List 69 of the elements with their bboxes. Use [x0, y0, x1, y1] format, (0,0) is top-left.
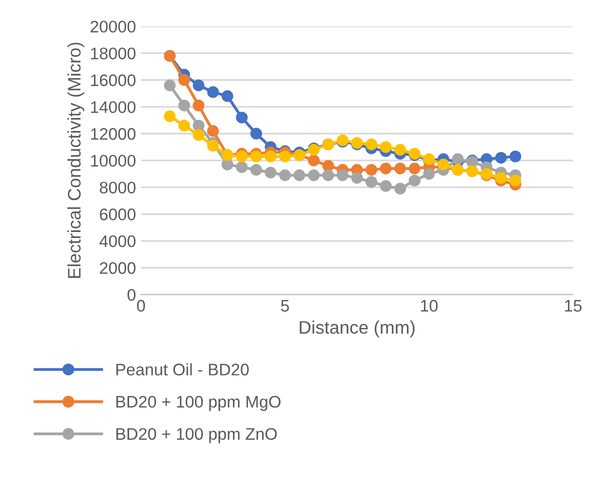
point: [222, 90, 234, 102]
y-tick-label: 20000: [90, 20, 136, 33]
legend-label: Peanut Oil - BD20: [116, 363, 249, 376]
point: [394, 162, 406, 174]
point: [178, 74, 190, 86]
point: [510, 150, 522, 162]
point: [366, 164, 378, 176]
point: [207, 86, 219, 98]
point: [308, 154, 320, 166]
point: [366, 176, 378, 188]
x-tick-label: 0: [137, 300, 145, 312]
legend-label: BD20 + 100 ppm ZnO: [116, 428, 277, 444]
x-tick-label: 15: [565, 300, 582, 312]
point: [308, 169, 320, 182]
point: [236, 150, 248, 162]
point: [207, 125, 219, 137]
point: [452, 153, 464, 165]
point: [236, 161, 248, 174]
y-axis-title: Electrical Conductivity (Micro): [67, 42, 84, 278]
point: [279, 169, 291, 182]
point: [250, 128, 262, 140]
y-tick-label: 10000: [91, 154, 136, 167]
point: [222, 158, 234, 170]
point: [336, 169, 348, 182]
point: [279, 150, 291, 162]
point: [394, 144, 406, 156]
y-tick-label: 8000: [100, 182, 136, 194]
point: [408, 162, 420, 174]
y-tick-label: 18000: [91, 48, 136, 60]
y-tick-label: 0: [128, 288, 136, 301]
x-axis-title: Distance (mm): [300, 320, 415, 338]
point: [380, 141, 392, 153]
point: [164, 80, 176, 92]
y-tick-label: 6000: [100, 208, 136, 220]
y-tick-label: 16000: [91, 74, 136, 86]
point: [192, 129, 204, 141]
point: [394, 182, 406, 194]
point: [250, 150, 262, 162]
point: [207, 140, 219, 152]
y-tick-label: 14000: [91, 101, 136, 114]
point: [495, 172, 507, 184]
point: [178, 120, 190, 132]
y-tick-label: 2000: [100, 262, 136, 274]
point: [264, 150, 276, 162]
point: [423, 168, 435, 180]
point: [380, 162, 392, 174]
point: [366, 138, 378, 150]
point: [495, 152, 507, 164]
x-tick-label: 10: [421, 300, 438, 312]
point: [351, 172, 363, 184]
point: [322, 160, 334, 172]
point: [264, 166, 276, 178]
x-tick-label: 5: [281, 300, 289, 312]
point: [294, 169, 306, 182]
point: [192, 80, 204, 92]
point: [510, 174, 522, 186]
legend-label: BD20 + 100 ppm MgO: [116, 396, 281, 411]
point: [178, 100, 190, 112]
y-tick-label: 4000: [99, 235, 136, 248]
point: [236, 112, 248, 124]
y-tick-label: 12000: [91, 128, 136, 140]
point: [408, 174, 420, 186]
point: [164, 110, 176, 122]
point: [380, 180, 392, 192]
point: [192, 120, 204, 132]
point: [250, 164, 262, 176]
point: [438, 158, 450, 170]
point: [192, 100, 204, 112]
point: [322, 169, 334, 182]
